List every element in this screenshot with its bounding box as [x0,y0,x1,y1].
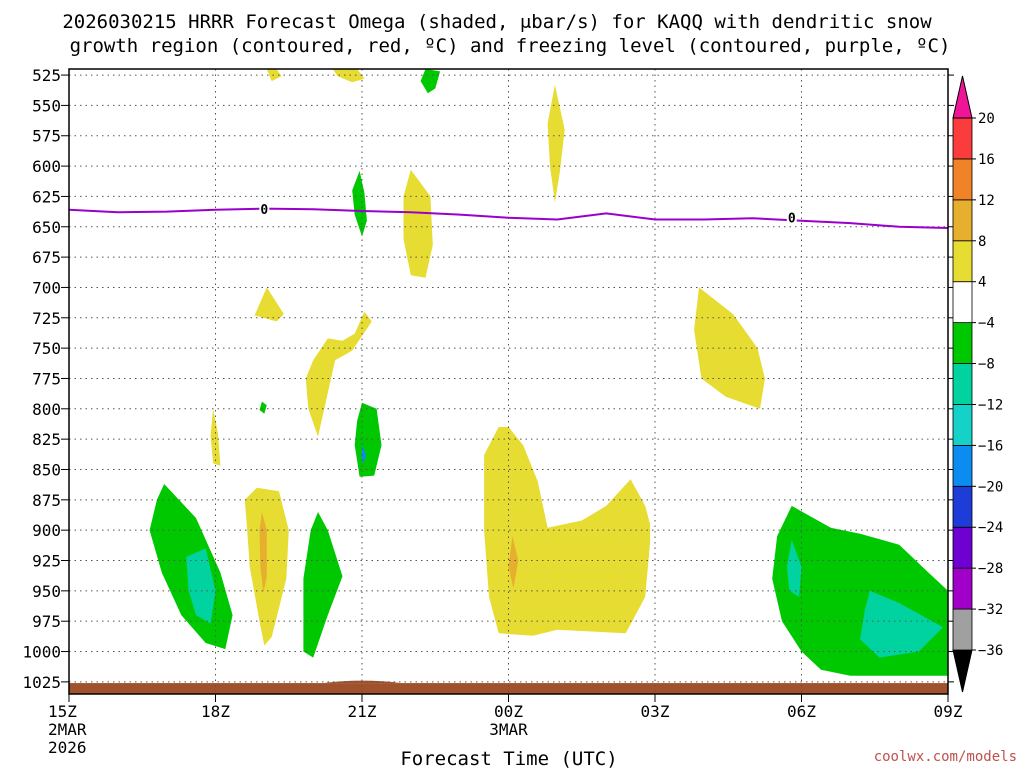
omega-region-yellow-21z-mid [305,311,372,437]
ground-bump [322,680,402,684]
y-tick-label-1025: 1025 [22,673,61,692]
grid-lines [69,69,948,694]
y-tick-label-775: 775 [32,369,61,388]
x-tick-label-00Z: 00Z [494,702,523,721]
y-tick-label-700: 700 [32,278,61,297]
omega-region-green-21z [354,402,382,477]
x-tick-year: 2026 [48,738,87,757]
colorbar-label-1: 16 [978,152,995,168]
x-tick-label-09Z: 09Z [934,702,963,721]
y-tick-label-900: 900 [32,521,61,540]
omega-region-yellow-upper-mid [403,169,433,278]
y-tick-label-800: 800 [32,400,61,419]
colorbar-swatch-7 [952,363,973,405]
colorbar-swatch-3 [952,526,973,569]
colorbar-label-13: −36 [978,643,1003,659]
x-axis-label: Forecast Time (UTC) [400,748,617,768]
omega-region-yellow-top-1 [266,69,282,82]
y-tick-label-625: 625 [32,187,61,206]
y-tick-label-925: 925 [32,552,61,571]
colorbar-label-0: 20 [978,111,995,127]
colorbar-label-4: 4 [978,275,986,291]
colorbar-swatch-8 [952,322,973,364]
omega-region-teal-right-small [786,539,802,597]
ground-strip [69,683,948,694]
colorbar-swatch-2 [952,567,973,610]
y-tick-label-675: 675 [32,248,61,267]
omega-region-teal-left [186,548,216,624]
y-tick-label-750: 750 [32,339,61,358]
freezing-level-label-bg [259,201,270,216]
colorbar-label-2: 12 [978,193,995,209]
colorbar-label-3: 8 [978,234,986,250]
y-tick-label-550: 550 [32,96,61,115]
x-tick-label-21Z: 21Z [348,702,377,721]
colorbar-label-10: −24 [978,520,1003,536]
omega-region-yellow-vertical-upper [547,84,565,203]
omega-region-blue-21z [361,445,366,464]
omega-region-teal-right [860,590,944,658]
x-tick-label-18Z: 18Z [201,702,230,721]
x-tick-label-06Z: 06Z [787,702,816,721]
y-tick-label-525: 525 [32,66,61,85]
omega-region-orange-19z [259,512,267,594]
colorbar: 20 16 12 8 4 −4 −8 −12 −16 −20 −24 −28 −32 −36 [952,75,1003,693]
colorbar-bottom-triangle [952,649,973,693]
omega-region-yellow-thin-18z [210,408,221,466]
x-tick-label-03Z: 03Z [641,702,670,721]
colorbar-label-12: −32 [978,602,1003,618]
colorbar-label-5: −4 [978,316,995,332]
y-tick-label-600: 600 [32,157,61,176]
x-tick-label-15Z: 15Z [48,702,77,721]
freezing-level-layer: 00 [68,201,949,229]
colorbar-swatch-4 [952,485,973,528]
y-tick-label-650: 650 [32,218,61,237]
x-tick-sublabel: 2MAR [48,720,87,739]
colorbar-label-11: −28 [978,561,1003,577]
y-tick-label-850: 850 [32,460,61,479]
omega-region-green-top [420,69,441,94]
y-tick-label-825: 825 [32,430,61,449]
credit-link[interactable]: coolwx.com/models [874,749,1017,765]
freezing-level-label: 0 [260,203,268,218]
colorbar-label-7: −12 [978,397,1003,413]
x-tick-sublabel: 3MAR [489,720,528,739]
omega-region-green-21z-upper [352,170,367,237]
omega-region-green-20z [303,512,343,658]
omega-region-orange-center [508,536,519,589]
y-tick-label-1000: 1000 [22,643,61,662]
colorbar-label-8: −16 [978,438,1003,454]
colorbar-swatch-1 [952,608,973,651]
freezing-level-label-bg [786,210,797,225]
colorbar-swatch-11 [952,199,973,242]
colorbar-top-triangle [952,75,973,119]
colorbar-swatch-9 [952,281,973,324]
colorbar-label-9: −20 [978,479,1003,495]
y-tick-label-875: 875 [32,491,61,510]
y-tick-label-575: 575 [32,127,61,146]
y-tick-label-950: 950 [32,582,61,601]
y-tick-label-975: 975 [32,612,61,631]
ground-surface-layer [69,680,948,694]
omega-region-yellow-big-center [484,427,651,636]
colorbar-swatch-13 [952,117,973,160]
freezing-level-label: 0 [788,211,796,226]
colorbar-swatch-6 [952,404,973,446]
colorbar-label-6: −8 [978,357,995,373]
freezing-level-line [68,207,949,229]
omega-region-yellow-small-19z [254,287,284,322]
y-axis-ticks: 525 550 575 600 625 650 675 700 725 750 775 800 825 8… [22,66,954,692]
colorbar-swatch-5 [952,444,973,487]
colorbar-swatch-12 [952,158,973,201]
colorbar-swatch-10 [952,240,973,283]
chart-title-line-1: 2026030215 HRRR Forecast Omega (shaded, … [62,11,932,33]
omega-shaded-regions [149,69,948,676]
omega-region-green-dot-800 [259,401,267,414]
y-tick-label-725: 725 [32,309,61,328]
chart-title-line-2: growth region (contoured, red, ºC) and f… [70,35,951,57]
omega-region-yellow-top-2 [332,69,365,83]
